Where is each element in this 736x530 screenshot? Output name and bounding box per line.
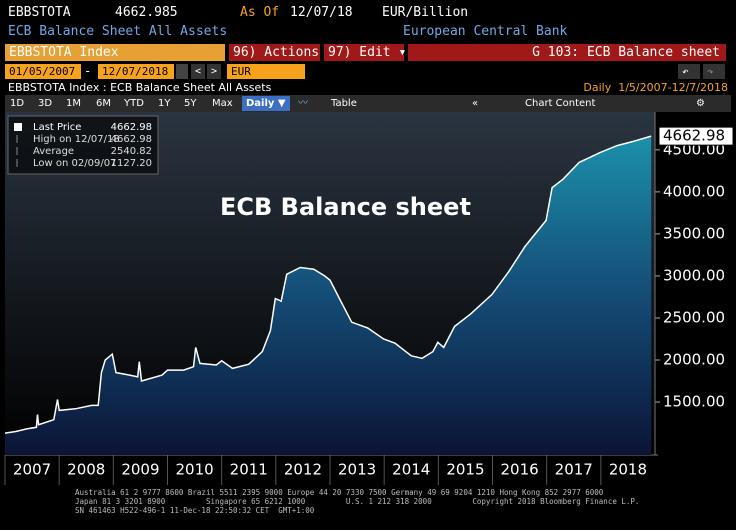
page-title: G 103: ECB Balance sheet bbox=[408, 44, 726, 61]
line bbox=[4, 135, 652, 434]
y-tick-label: 4000.00 bbox=[663, 182, 725, 200]
security-name: ECB Balance Sheet All Assets bbox=[8, 24, 228, 39]
x-tick-label: 2012 bbox=[284, 461, 322, 479]
legend-value: 4662.98 bbox=[111, 122, 152, 133]
legend-stat-label: Low on 02/09/07 bbox=[33, 158, 116, 169]
chart-content-button[interactable]: Chart Content bbox=[525, 98, 596, 109]
x-tick-label: 2009 bbox=[121, 461, 159, 479]
y-tick-label: 3500.00 bbox=[663, 224, 725, 242]
legend-swatch bbox=[14, 123, 22, 131]
legend-stat-label: Average bbox=[33, 146, 74, 157]
period-button[interactable]: YTD bbox=[124, 98, 144, 109]
currency-field[interactable]: EUR bbox=[227, 64, 305, 79]
period-button[interactable]: 1D bbox=[10, 98, 25, 109]
y-tick-label: 2000.00 bbox=[663, 351, 725, 369]
legend-label: Last Price bbox=[33, 122, 81, 133]
toolbar bbox=[5, 95, 731, 112]
y-tick-label: 3000.00 bbox=[663, 266, 725, 284]
date-range: Daily 1/5/2007-12/7/2018 bbox=[583, 81, 728, 94]
description: EBBSTOTA Index : ECB Balance Sheet All A… bbox=[8, 81, 272, 94]
x-tick-label: 2010 bbox=[175, 461, 213, 479]
security-field[interactable]: EBBSTOTA Index bbox=[5, 44, 225, 61]
y-tick-label: 1500.00 bbox=[663, 393, 725, 411]
x-tick-label: 2015 bbox=[446, 461, 484, 479]
settings-button[interactable]: ⚙ bbox=[696, 98, 705, 109]
as-of-date: 12/07/18 bbox=[290, 5, 353, 20]
legend-stat-value: 1127.20 bbox=[111, 158, 152, 169]
end-date[interactable]: 12/07/2018 bbox=[98, 64, 174, 79]
x-tick-label: 2016 bbox=[500, 461, 538, 479]
x-tick-label: 2013 bbox=[338, 461, 376, 479]
period-button[interactable]: 1M bbox=[66, 98, 81, 109]
edit-menu[interactable]: 97) Edit ▾ bbox=[324, 44, 406, 61]
chart-type-icon[interactable]: 〰 bbox=[298, 98, 308, 109]
x-tick-label: 2017 bbox=[555, 461, 593, 479]
annotation: ECB Balance sheet bbox=[220, 193, 471, 221]
area bbox=[5, 136, 652, 455]
calendar-button[interactable] bbox=[176, 64, 188, 79]
x-tick-label: 2008 bbox=[67, 461, 105, 479]
ticker: EBBSTOTA bbox=[8, 5, 71, 20]
legend-stat-value: 2540.82 bbox=[111, 146, 152, 157]
frequency-menu[interactable]: Daily ▼ bbox=[242, 96, 290, 111]
price: 4662.985 bbox=[115, 5, 178, 20]
footer-line: Japan 81 3 3201 8900 Singapore 65 6212 1… bbox=[75, 497, 640, 506]
legend-stat-label: High on 12/07/18 bbox=[33, 134, 120, 145]
x-tick-label: 2007 bbox=[13, 461, 51, 479]
x-tick-label: 2011 bbox=[230, 461, 268, 479]
redo-button[interactable]: ↷ bbox=[703, 64, 725, 79]
x-tick-label: 2014 bbox=[392, 461, 430, 479]
period-button[interactable]: 5Y bbox=[184, 98, 197, 109]
source: European Central Bank bbox=[403, 24, 568, 39]
x-tick-label: 2018 bbox=[609, 461, 647, 479]
footer-line: SN 461463 H522-496-1 11-Dec-18 22:50:32 … bbox=[75, 506, 315, 515]
table-button[interactable]: Table bbox=[331, 98, 357, 109]
period-button[interactable]: Max bbox=[212, 98, 233, 109]
start-date[interactable]: 01/05/2007 bbox=[5, 64, 81, 79]
legend-stat-value: 4662.98 bbox=[111, 134, 152, 145]
undo-button[interactable]: ↶ bbox=[678, 64, 700, 79]
as-of-label: As Of bbox=[240, 5, 280, 20]
period-button[interactable]: 6M bbox=[96, 98, 111, 109]
next-button[interactable]: > bbox=[207, 64, 221, 79]
period-button[interactable]: 1Y bbox=[158, 98, 171, 109]
period-button[interactable]: 3D bbox=[38, 98, 53, 109]
y-tick-label: 2500.00 bbox=[663, 308, 725, 326]
date-dash: - bbox=[84, 64, 92, 78]
units: EUR/Billion bbox=[382, 5, 469, 20]
footer-line: Australia 61 2 9777 8600 Brazil 5511 239… bbox=[75, 488, 604, 497]
last-value-box bbox=[658, 126, 734, 146]
legend-frame bbox=[7, 115, 159, 175]
prev-button[interactable]: < bbox=[191, 64, 205, 79]
collapse-button[interactable]: « bbox=[472, 98, 479, 109]
last-value-label: 4662.98 bbox=[663, 127, 725, 145]
